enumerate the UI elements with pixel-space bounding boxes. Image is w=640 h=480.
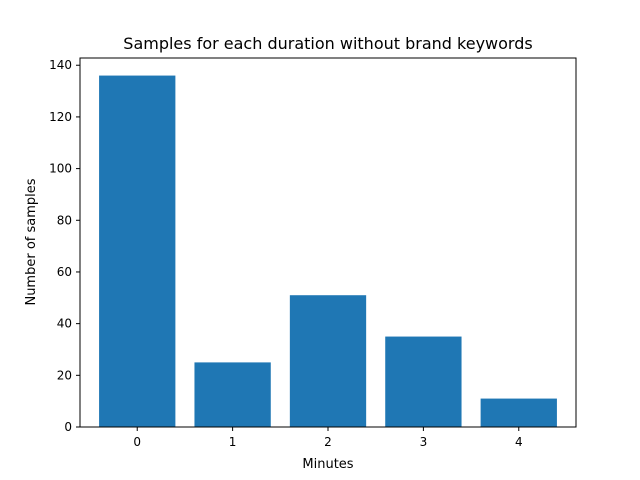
- y-tick-label: 60: [57, 265, 72, 279]
- x-tick-label: 4: [515, 435, 523, 449]
- bar-3: [385, 336, 462, 427]
- y-tick-label: 140: [49, 58, 72, 72]
- y-tick-label: 40: [57, 317, 72, 331]
- x-axis-ticks: 0 1 2 3 4: [133, 427, 523, 449]
- bars-group: [99, 75, 557, 428]
- x-axis-label: Minutes: [302, 457, 353, 472]
- bar-4: [480, 398, 557, 427]
- y-tick-label: 0: [64, 420, 72, 434]
- y-tick-label: 100: [49, 162, 72, 176]
- bar-1: [194, 362, 271, 427]
- y-axis-label: Number of samples: [24, 178, 39, 305]
- x-tick-label: 2: [324, 435, 332, 449]
- chart-title: Samples for each duration without brand …: [123, 34, 532, 53]
- y-axis-ticks: 0 20 40 60 80 100 120 140: [49, 58, 80, 434]
- plot-frame: [79, 57, 577, 428]
- bar-0: [99, 75, 176, 428]
- x-tick-label: 3: [420, 435, 428, 449]
- y-tick-label: 20: [57, 368, 72, 382]
- bar-2: [289, 295, 367, 427]
- x-tick-label: 1: [229, 435, 237, 449]
- y-tick-label: 120: [49, 110, 72, 124]
- x-tick-label: 0: [133, 435, 141, 449]
- y-tick-label: 80: [57, 213, 72, 227]
